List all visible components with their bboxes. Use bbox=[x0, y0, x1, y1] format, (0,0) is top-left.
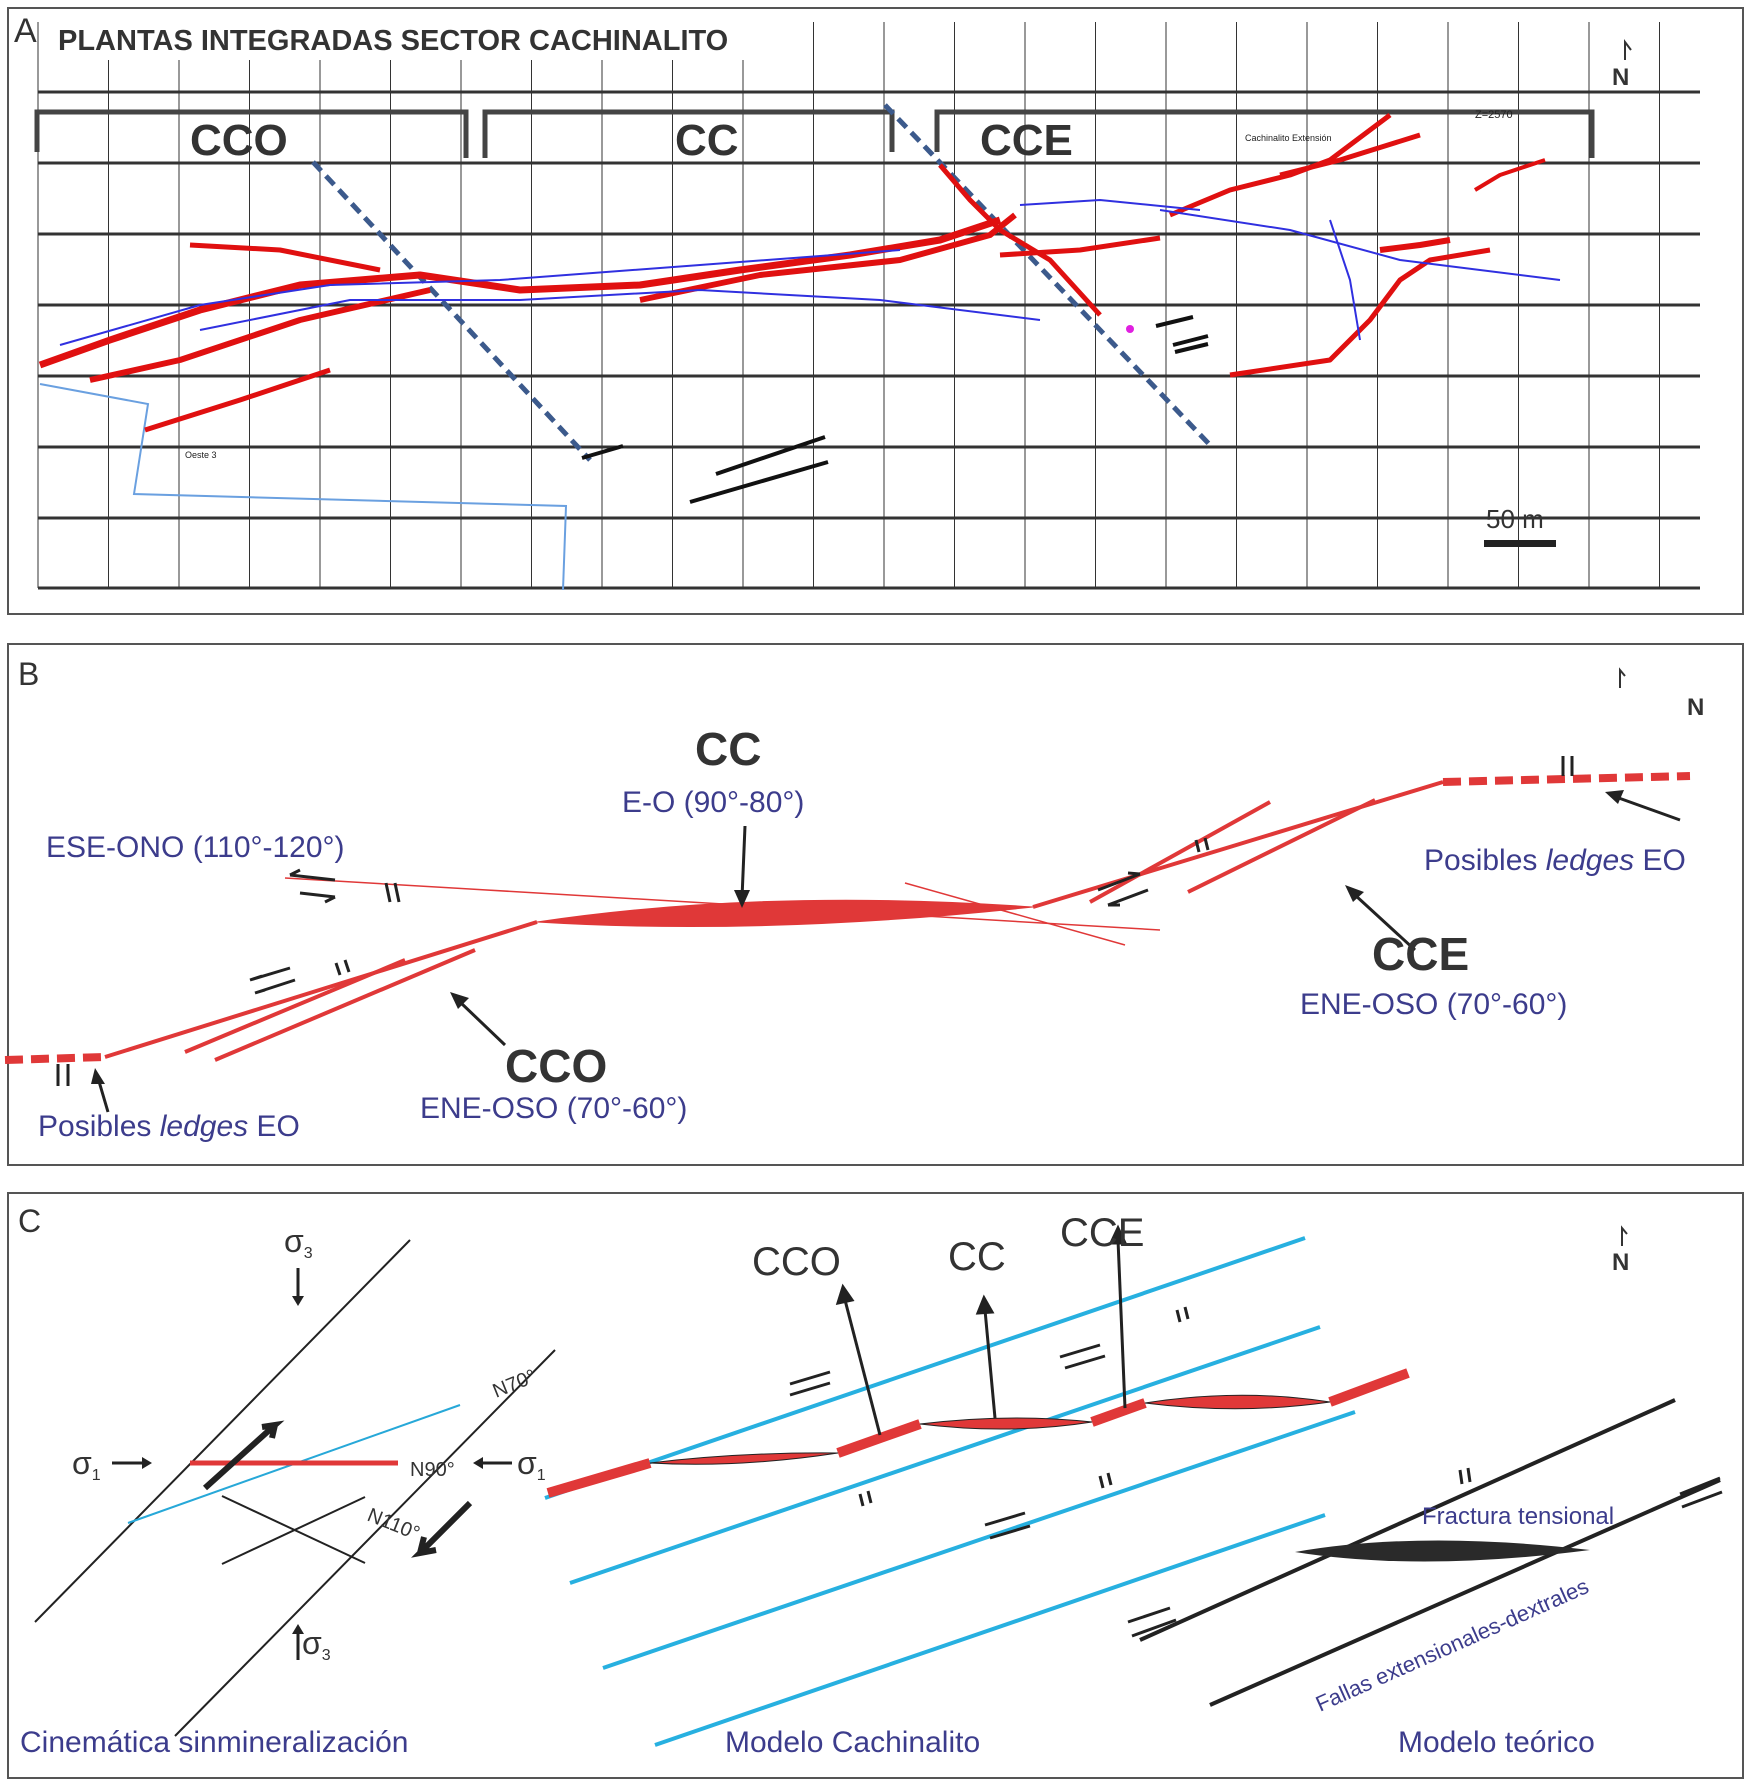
area-label: Cachinalito Extensión bbox=[1245, 133, 1332, 143]
vein-trace bbox=[1279, 132, 1421, 178]
model-label-cco: CCO bbox=[752, 1240, 841, 1284]
panel-letter-c: C bbox=[18, 1203, 41, 1239]
vein-trace bbox=[999, 235, 1161, 258]
sigma1-right: σ1 bbox=[517, 1445, 546, 1484]
mapped-veins bbox=[38, 113, 1561, 433]
north-arrow-icon bbox=[1619, 667, 1626, 688]
ledges-label-west: Posibles ledges EO bbox=[38, 1110, 300, 1143]
vein-model-b bbox=[4, 772, 1691, 1064]
panel-a-frame bbox=[7, 7, 1744, 615]
structure-trace bbox=[59, 249, 901, 346]
sector-boundary-east bbox=[883, 103, 1212, 447]
black-structures bbox=[581, 315, 1209, 504]
scale-bar bbox=[1484, 540, 1556, 547]
kinematic-markers-b bbox=[56, 756, 1574, 1086]
cc-orientation: E-O (90°-80°) bbox=[622, 786, 804, 819]
cachinalito-model: CCO CC CCE bbox=[544, 1211, 1410, 1747]
cco-orientation: ENE-OSO (70°-60°) bbox=[420, 1092, 687, 1125]
n90-label: N90° bbox=[410, 1459, 455, 1481]
ledges-label-east: Posibles ledges EO bbox=[1424, 844, 1686, 877]
north-label-a: N bbox=[1612, 64, 1629, 91]
sector-label-cc: CC bbox=[675, 116, 739, 165]
caption-theoretical-model: Modelo teórico bbox=[1398, 1726, 1595, 1759]
north-label-b: N bbox=[1687, 694, 1704, 721]
structure-trace bbox=[1329, 219, 1361, 341]
cce-label: CCE bbox=[1372, 928, 1469, 980]
cco-label: CCO bbox=[505, 1040, 607, 1092]
sigma1-left: σ1 bbox=[72, 1445, 101, 1484]
north-label-c: N bbox=[1612, 1249, 1629, 1276]
sector-boundary-west bbox=[311, 160, 592, 462]
pointer-arrows-b bbox=[91, 790, 1681, 1113]
panel-c: C N σ1 σ1 σ3 σ3 N70° N90° N110° bbox=[7, 1192, 1744, 1779]
panel-letter-a: A bbox=[14, 12, 37, 50]
fractura-label: Fractura tensional bbox=[1422, 1503, 1614, 1530]
sample-point bbox=[1126, 325, 1134, 333]
sigma3-bottom: σ3 bbox=[302, 1625, 331, 1664]
structure-trace bbox=[199, 289, 1041, 331]
model-label-cc: CC bbox=[948, 1235, 1006, 1279]
vein-trace bbox=[189, 242, 381, 273]
vein-trace bbox=[1379, 237, 1451, 253]
structure-trace bbox=[1019, 199, 1201, 211]
vein-trace bbox=[938, 163, 1102, 317]
level-label: Z=2570 bbox=[1475, 109, 1513, 121]
structure-trace bbox=[1159, 209, 1561, 281]
vein-trace bbox=[89, 287, 431, 383]
sigma3-top: σ3 bbox=[284, 1223, 313, 1262]
vein-trace bbox=[38, 216, 1002, 369]
tunnel-label: Oeste 3 bbox=[185, 450, 217, 460]
sector-brackets bbox=[34, 109, 1595, 158]
vein-trace bbox=[1229, 247, 1491, 378]
north-arrow-icon bbox=[1624, 39, 1632, 60]
vein-trace bbox=[1473, 158, 1546, 192]
panel-a: A PLANTAS INTEGRADAS SECTOR CACHINALITO … bbox=[7, 7, 1744, 615]
panel-b: B N bbox=[4, 643, 1744, 1166]
north-arrow-icon bbox=[1621, 1225, 1628, 1246]
title-backdrop bbox=[48, 18, 788, 60]
tunnel-outline bbox=[39, 383, 568, 591]
cc-label: CC bbox=[695, 723, 761, 775]
ese-orientation: ESE-ONO (110°-120°) bbox=[46, 831, 345, 864]
map-title: PLANTAS INTEGRADAS SECTOR CACHINALITO bbox=[58, 25, 728, 57]
vein-trace bbox=[144, 367, 331, 433]
sector-label-cco: CCO bbox=[190, 116, 288, 165]
caption-kinematics: Cinemática sinmineralización bbox=[20, 1726, 409, 1759]
map-grid bbox=[37, 22, 1700, 590]
cce-orientation: ENE-OSO (70°-60°) bbox=[1300, 988, 1567, 1021]
model-label-cce: CCE bbox=[1060, 1211, 1144, 1255]
panel-letter-b: B bbox=[18, 656, 39, 692]
scale-label: 50 m bbox=[1486, 504, 1544, 534]
sector-label-cce: CCE bbox=[980, 116, 1073, 165]
caption-cachinalito-model: Modelo Cachinalito bbox=[725, 1726, 980, 1759]
